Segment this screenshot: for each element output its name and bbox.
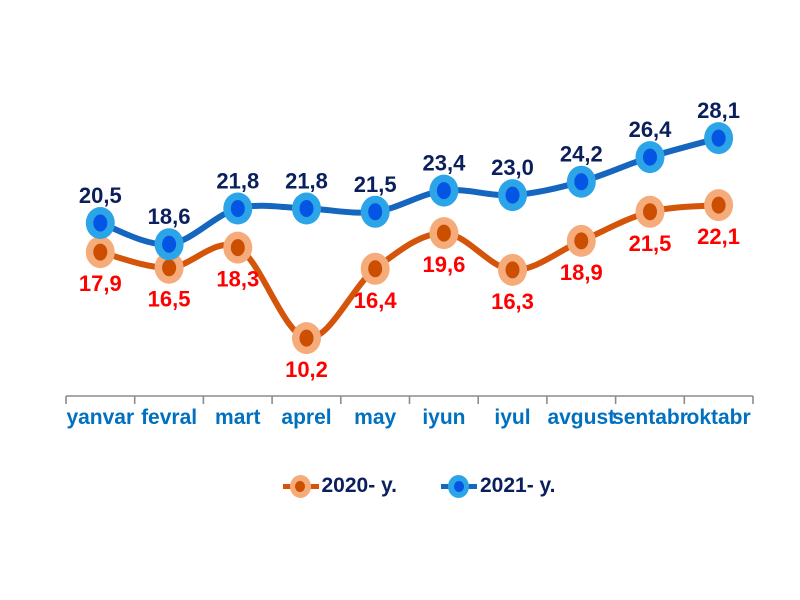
data-point-label: 20,5 <box>79 183 122 208</box>
data-point-label: 23,4 <box>422 151 466 176</box>
data-point-marker-dot <box>711 196 726 214</box>
legend-item-2021: 2021- y. <box>441 473 556 499</box>
x-axis-label: iyul <box>494 406 530 429</box>
chart-legend: 2020- y. 2021- y. <box>0 473 800 499</box>
legend-marker-2020-icon <box>282 473 319 499</box>
data-point-label: 22,1 <box>697 224 740 249</box>
legend-marker-2021-icon <box>441 473 477 499</box>
data-point-marker-dot <box>230 200 245 217</box>
data-point-marker-dot <box>505 186 520 204</box>
data-point-label: 16,4 <box>354 288 398 313</box>
data-point-marker-dot <box>162 259 177 277</box>
data-point-marker-dot <box>574 173 589 191</box>
data-point-label: 24,2 <box>560 142 603 167</box>
data-point-marker-dot <box>643 203 657 221</box>
data-point-marker-dot <box>162 235 177 253</box>
data-point-label: 21,8 <box>216 169 259 194</box>
data-point-label: 18,6 <box>148 204 191 229</box>
data-point-marker-dot <box>643 148 657 166</box>
data-point-label: 28,1 <box>697 98 740 123</box>
data-point-marker-dot <box>93 243 108 261</box>
x-axis-label: may <box>354 406 396 429</box>
x-axis-label: avgust <box>547 406 615 429</box>
data-point-label: 26,4 <box>629 117 673 142</box>
data-point-label: 18,3 <box>216 267 259 292</box>
data-point-marker-dot <box>368 260 383 278</box>
data-point-marker-dot <box>711 129 726 147</box>
data-point-marker-dot <box>436 182 451 200</box>
data-point-marker-dot <box>505 261 520 279</box>
data-point-label: 21,8 <box>285 169 328 194</box>
x-axis-label: mart <box>215 406 261 429</box>
data-point-label: 21,5 <box>629 231 672 256</box>
x-axis-label: yanvar <box>66 406 134 429</box>
x-axis-label: sentabr <box>612 406 688 429</box>
data-point-label: 16,3 <box>491 289 534 314</box>
x-axis-label: fevral <box>141 406 197 429</box>
series-line-0 <box>97 202 722 342</box>
legend-label-2021: 2021- y. <box>480 474 556 497</box>
data-point-label: 17,9 <box>79 271 122 296</box>
data-point-label: 19,6 <box>422 252 465 277</box>
data-point-marker-dot <box>368 203 383 221</box>
series-line-1 <box>97 135 722 248</box>
legend-label-2020: 2020- y. <box>321 474 398 497</box>
data-point-label: 23,0 <box>491 155 534 180</box>
data-point-label: 18,9 <box>560 260 603 285</box>
data-point-marker-dot <box>299 329 314 347</box>
data-point-marker-dot <box>574 232 589 250</box>
data-point-marker-dot <box>93 214 108 232</box>
data-point-marker-dot <box>299 200 314 217</box>
data-point-label: 21,5 <box>354 172 397 197</box>
x-axis-label: iyun <box>422 406 465 429</box>
x-axis-label: oktabr <box>687 406 751 429</box>
x-axis-label: aprel <box>281 406 331 429</box>
data-point-marker-dot <box>436 224 451 242</box>
data-point-label: 16,5 <box>148 287 191 312</box>
data-point-label: 10,2 <box>285 357 328 382</box>
legend-item-2020: 2020- y. <box>282 473 398 499</box>
data-point-marker-dot <box>230 239 245 257</box>
